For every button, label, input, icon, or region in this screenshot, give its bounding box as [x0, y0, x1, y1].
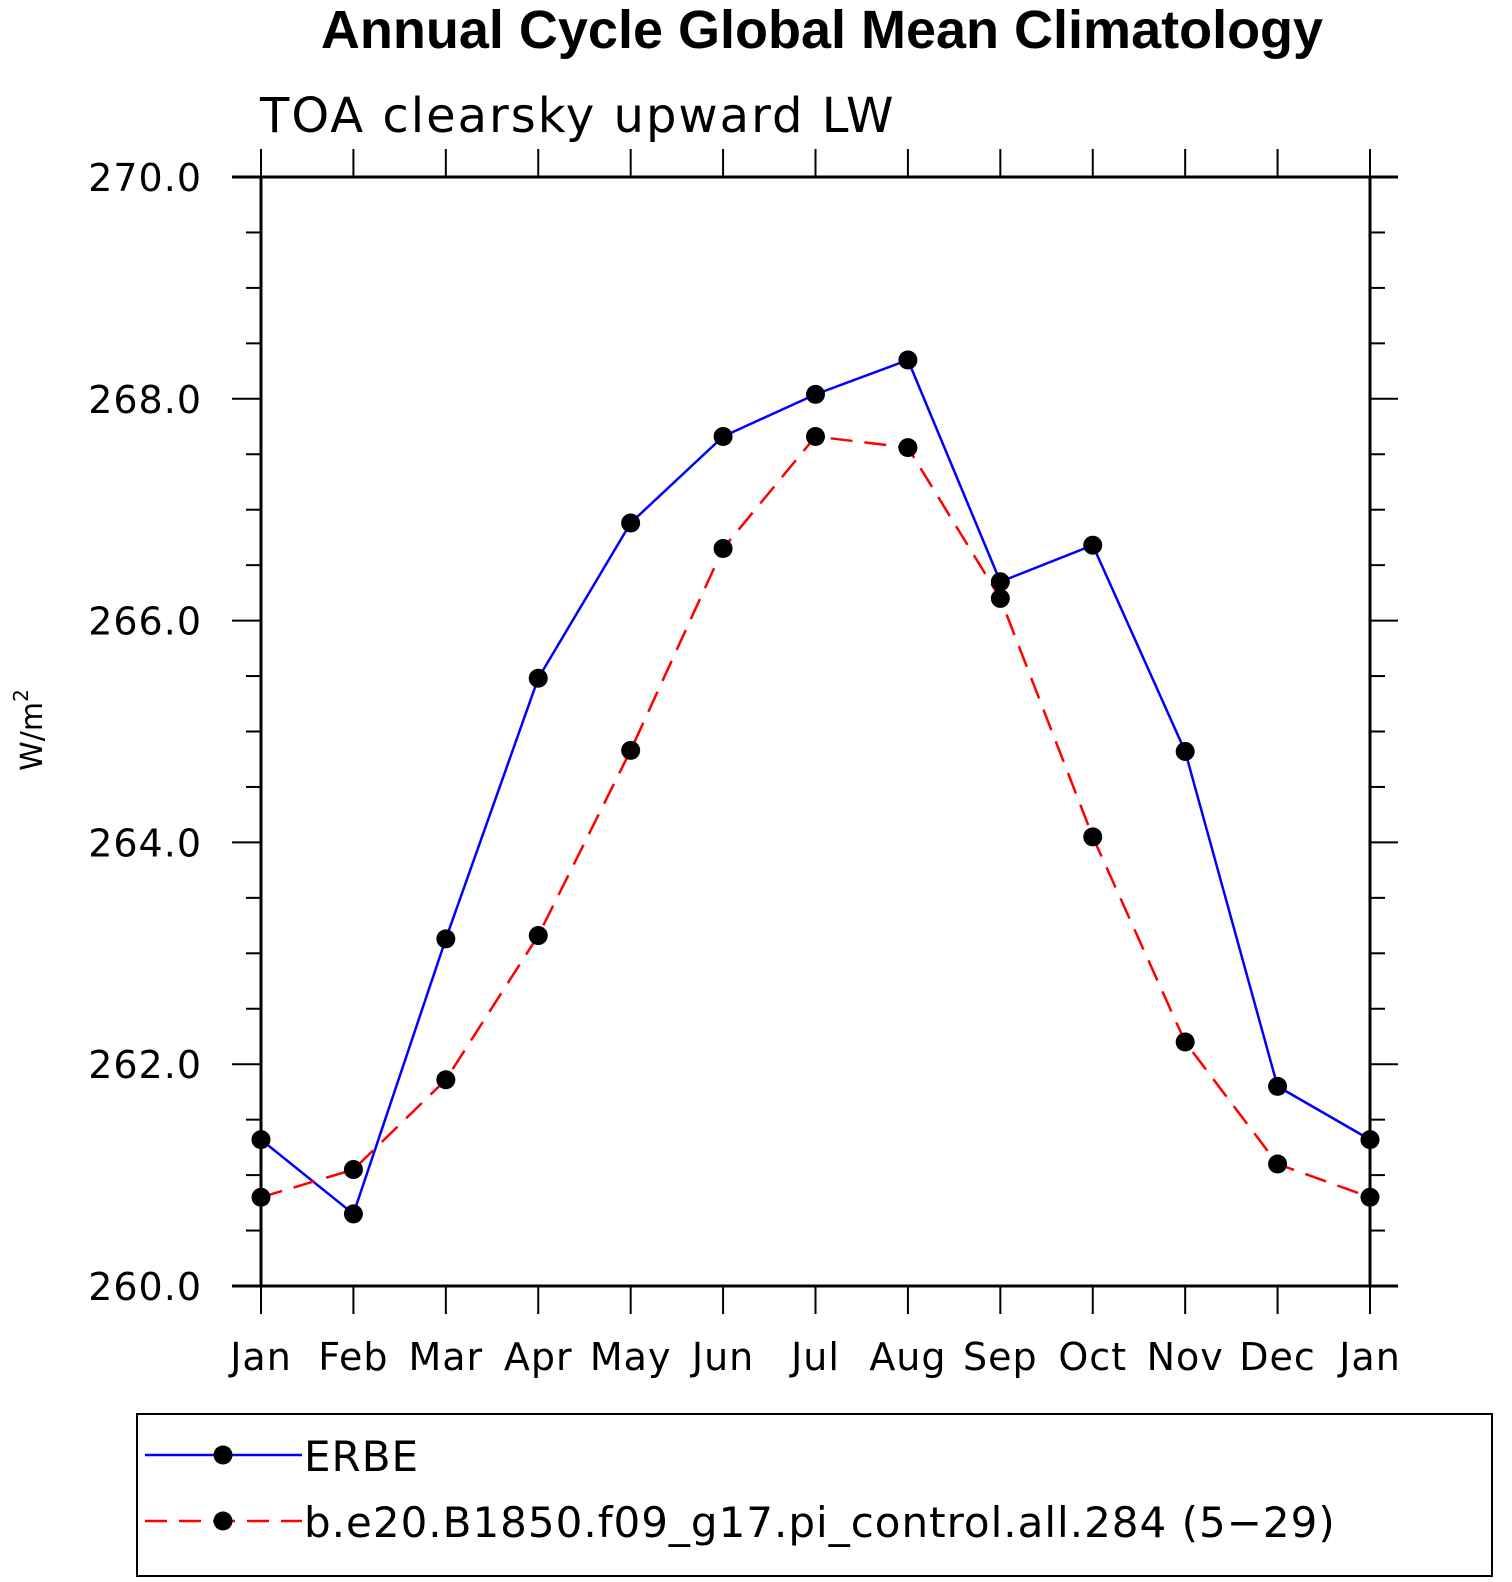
x-tick-label: Aug [869, 1335, 946, 1379]
x-tick-label: Jul [789, 1335, 840, 1379]
x-tick-label: Dec [1239, 1335, 1316, 1379]
x-tick-label: Sep [963, 1335, 1038, 1379]
series-0-point [806, 384, 825, 404]
series-0-point [713, 427, 733, 447]
x-tick-label: Nov [1147, 1335, 1224, 1379]
legend-marker-0 [213, 1445, 233, 1465]
plot-axes: 260.0 262.0 264.0 266.0 268.0 270.0 Jan Feb Mar A… [88, 149, 1401, 1379]
series-1-point [343, 1160, 363, 1180]
series-1-point [1175, 1032, 1195, 1052]
x-tick-label: May [590, 1335, 672, 1379]
legend-label-0: ERBE [304, 1432, 419, 1481]
svg-text:W/m2: W/m2 [9, 689, 50, 771]
series-1-point [713, 539, 733, 559]
series-1-point [1083, 827, 1103, 847]
series-0-point [436, 929, 456, 949]
series-1-point [806, 427, 825, 447]
y-axis-label-superscript: 2 [9, 689, 33, 702]
x-tick-label: Jun [690, 1335, 754, 1379]
series-0-point [528, 668, 548, 688]
y-tick-label: 270.0 [88, 156, 202, 200]
series-0-point [621, 513, 641, 533]
legend-label-1: b.e20.B1850.f09_g17.pi_control.all.284 (… [304, 1498, 1336, 1547]
x-tick-label: Jan [228, 1335, 292, 1379]
series-layer [251, 350, 1380, 1224]
y-tick-label: 266.0 [88, 600, 202, 644]
series-0-point [343, 1204, 363, 1224]
x-tick-label: Mar [408, 1335, 483, 1379]
series-1-point [990, 588, 1010, 608]
series-1-point [621, 740, 641, 760]
series-0-point [1268, 1076, 1288, 1096]
y-tick-label: 268.0 [88, 378, 202, 422]
series-0-point [898, 350, 918, 370]
y-tick-label: 264.0 [88, 821, 202, 865]
series-1-point [436, 1070, 456, 1090]
x-tick-label: Feb [318, 1335, 388, 1379]
series-1-point [528, 926, 548, 946]
legend-marker-1 [213, 1511, 233, 1531]
y-tick-label: 260.0 [88, 1265, 202, 1309]
series-0-point [990, 572, 1010, 592]
series-0-point [251, 1130, 271, 1150]
x-tick-label: Oct [1058, 1335, 1127, 1379]
y-axis-title: W/m2 [9, 689, 50, 771]
series-1-point [898, 438, 918, 458]
series-0-point [1175, 741, 1195, 761]
series-1-point [1360, 1187, 1380, 1207]
series-1-point [1268, 1154, 1288, 1174]
legend-box [136, 1413, 1493, 1577]
series-1-point [251, 1187, 271, 1207]
y-tick-label: 262.0 [88, 1043, 202, 1087]
x-tick-label: Apr [504, 1335, 573, 1379]
series-0-point [1083, 535, 1103, 555]
y-axis-label: W/m [15, 702, 50, 771]
chart-title: Annual Cycle Global Mean Climatology [321, 0, 1323, 60]
legend: ERBE b.e20.B1850.f09_g17.pi_control.all.2… [136, 1413, 1493, 1577]
series-0-point [1360, 1130, 1380, 1150]
x-tick-label: Jan [1337, 1335, 1401, 1379]
chart-subtitle: TOA clearsky upward LW [259, 88, 896, 144]
series-line-0 [260, 358, 1371, 1217]
